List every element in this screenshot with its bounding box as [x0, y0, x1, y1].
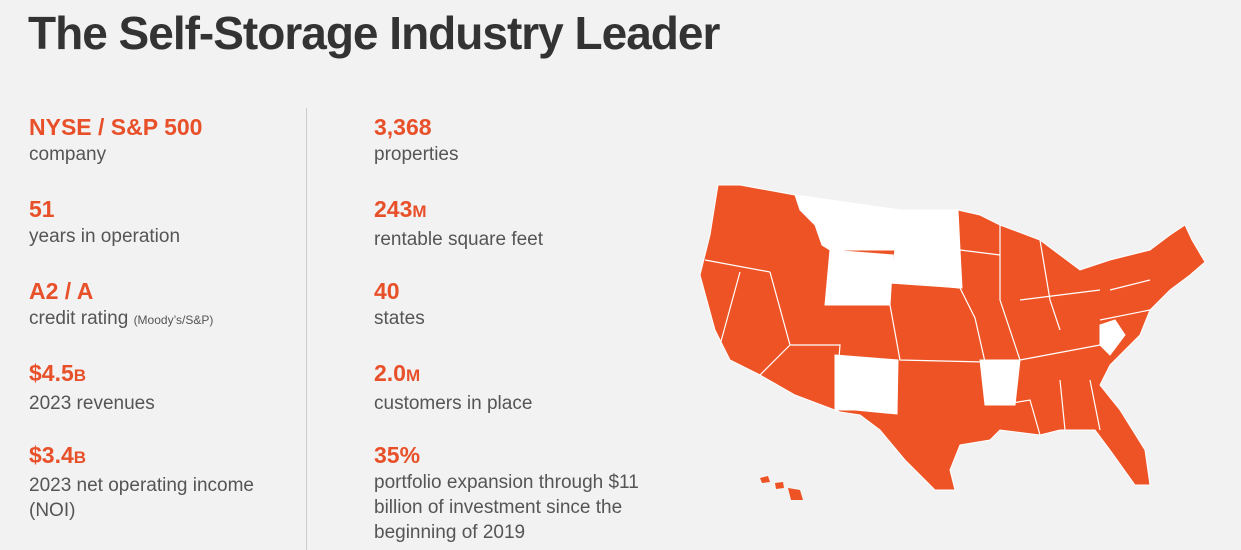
stat-figure: $3.4B [29, 440, 299, 473]
stat-figure: 51 [29, 194, 299, 224]
label-text: company [29, 144, 107, 165]
stat-figure: A2 / A [29, 276, 299, 306]
label-text: states [374, 308, 425, 329]
state-borders [704, 225, 1151, 436]
label-text: years in operation [29, 226, 181, 247]
label-text: portfolio expansion through $11 billion … [374, 472, 639, 543]
stat-figure: 3,368 [374, 112, 674, 142]
figure-unit: M [412, 202, 427, 221]
stat: 243M rentable square feet [374, 194, 674, 276]
stat-figure: 243M [374, 194, 674, 227]
stat-figure: 35% [374, 440, 674, 470]
stat-figure: 40 [374, 276, 674, 306]
label-text: 2023 revenues [29, 393, 155, 414]
label-note: (Moody’s/S&P) [133, 313, 214, 327]
figure-value: $4.5 [29, 360, 74, 386]
stat-label: customers in place [374, 391, 674, 416]
stat: 51 years in operation [29, 194, 299, 276]
mainland [699, 184, 1206, 491]
stat: NYSE / S&P 500 company [29, 112, 299, 194]
stat-figure: NYSE / S&P 500 [29, 112, 299, 142]
states-without-presence [794, 194, 1126, 415]
label-text: credit rating [29, 308, 129, 329]
label-text: customers in place [374, 393, 533, 414]
stat-label: company [29, 142, 299, 167]
figure-value: 243 [374, 196, 413, 222]
figure-value: 35% [374, 442, 421, 468]
slide-title: The Self-Storage Industry Leader [28, 7, 720, 59]
divider [306, 108, 307, 550]
label-text: properties [374, 144, 459, 165]
figure-value: 40 [374, 278, 400, 304]
stat-label: portfolio expansion through $11 billion … [374, 470, 674, 545]
figure-value: A2 / A [29, 278, 94, 304]
figure-value: $3.4 [29, 442, 74, 468]
label-text: rentable square feet [374, 229, 544, 250]
figure-unit: B [73, 448, 87, 467]
figure-unit: B [73, 366, 87, 385]
stat: $4.5B 2023 revenues [29, 358, 299, 440]
stat-label: years in operation [29, 224, 299, 249]
stat-label: properties [374, 142, 674, 167]
figure-value: 2.0 [374, 360, 406, 386]
label-text: 2023 net operating income (NOI) [29, 475, 254, 521]
stats-column: 3,368 properties 243M rentable square feet 4… [374, 112, 674, 543]
stat: 3,368 properties [374, 112, 674, 194]
stat: 40 states [374, 276, 674, 358]
figure-unit: M [405, 366, 421, 385]
stat-label: 2023 revenues [29, 391, 299, 416]
stat-figure: $4.5B [29, 358, 299, 391]
us-map [699, 184, 1206, 500]
stat-label: 2023 net operating income (NOI) [29, 473, 299, 523]
stat-label: rentable square feet [374, 227, 674, 252]
stat-label: credit rating (Moody’s/S&P) [29, 306, 299, 333]
figure-value: NYSE / S&P 500 [29, 114, 203, 140]
stat-label: states [374, 306, 674, 331]
hawaii [760, 476, 803, 500]
figure-value: 3,368 [374, 114, 432, 140]
figure-value: 51 [29, 196, 55, 222]
stat: 2.0M customers in place [374, 358, 674, 440]
stat: $3.4B 2023 net operating income (NOI) [29, 440, 299, 522]
stats-column: NYSE / S&P 500 company 51 years in operatio… [29, 112, 299, 522]
stat: 35% portfolio expansion through $11 billi… [374, 440, 674, 543]
stat-figure: 2.0M [374, 358, 674, 391]
